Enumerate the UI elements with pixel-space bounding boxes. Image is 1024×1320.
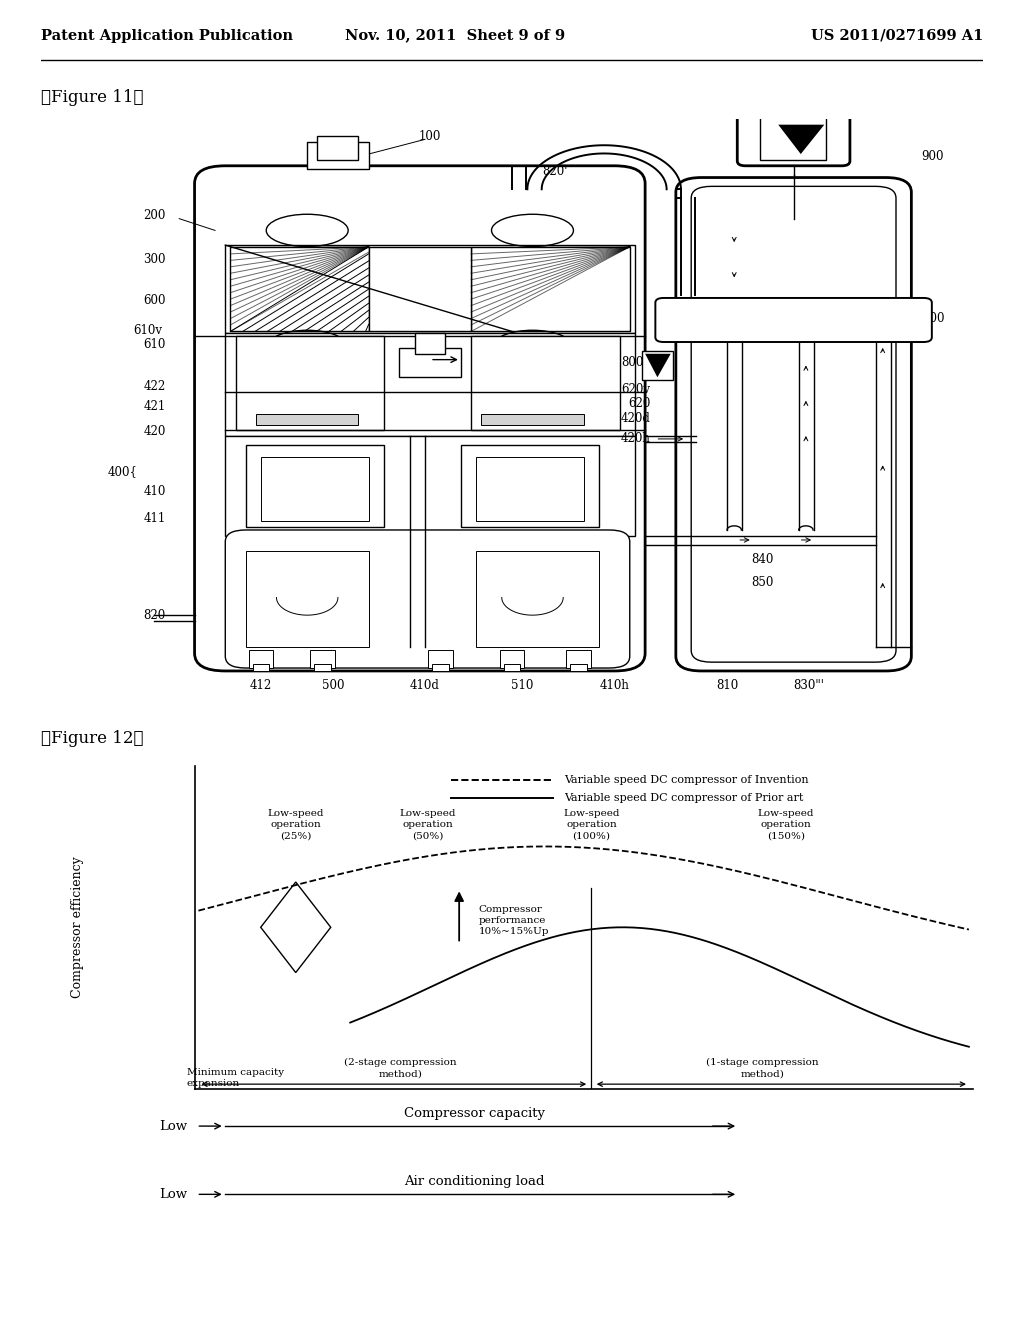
Bar — [246, 445, 384, 527]
Text: 610v: 610v — [133, 323, 162, 337]
Text: Variable speed DC compressor of Invention: Variable speed DC compressor of Inventio… — [564, 775, 809, 785]
Bar — [428, 651, 453, 668]
Text: 410d: 410d — [410, 680, 440, 692]
Text: 100: 100 — [419, 129, 441, 143]
Bar — [504, 664, 520, 671]
Bar — [471, 337, 620, 430]
Bar — [500, 651, 524, 668]
Text: Low: Low — [159, 1188, 187, 1201]
FancyBboxPatch shape — [691, 186, 896, 663]
Text: Low-speed
operation
(25%): Low-speed operation (25%) — [267, 809, 324, 841]
Text: Nov. 10, 2011  Sheet 9 of 9: Nov. 10, 2011 Sheet 9 of 9 — [345, 29, 565, 42]
Text: 850: 850 — [752, 577, 774, 589]
Bar — [760, 116, 826, 160]
Text: 411: 411 — [143, 512, 166, 525]
Text: 620v: 620v — [622, 383, 650, 396]
Bar — [566, 651, 591, 668]
FancyBboxPatch shape — [225, 529, 630, 668]
Text: Variable speed DC compressor of Prior art: Variable speed DC compressor of Prior ar… — [564, 793, 804, 803]
Text: 700: 700 — [922, 312, 944, 325]
Text: 840: 840 — [752, 553, 774, 566]
Text: 830"': 830"' — [794, 680, 824, 692]
Bar — [314, 664, 331, 671]
Text: Compressor
performance
10%~15%Up: Compressor performance 10%~15%Up — [478, 906, 549, 936]
Bar — [225, 333, 635, 436]
Text: 900: 900 — [922, 150, 944, 164]
Bar — [307, 143, 369, 169]
Text: 300: 300 — [143, 253, 166, 267]
Text: Minimum capacity
expansion: Minimum capacity expansion — [186, 1068, 284, 1088]
Text: 422: 422 — [143, 380, 166, 392]
Bar — [310, 651, 335, 668]
FancyBboxPatch shape — [655, 298, 932, 342]
Polygon shape — [778, 124, 824, 154]
Text: 510: 510 — [511, 680, 534, 692]
Bar — [230, 247, 369, 331]
Text: 400{: 400{ — [108, 465, 137, 478]
Polygon shape — [645, 354, 671, 378]
Bar — [225, 246, 635, 333]
Text: US 2011/0271699 A1: US 2011/0271699 A1 — [811, 29, 983, 42]
FancyBboxPatch shape — [676, 177, 911, 671]
Text: 610: 610 — [143, 338, 166, 351]
Text: 800v: 800v — [622, 356, 650, 370]
Text: 620: 620 — [628, 397, 650, 411]
Text: Compressor efficiency: Compressor efficiency — [72, 857, 84, 998]
FancyBboxPatch shape — [195, 166, 645, 671]
Text: 500: 500 — [322, 680, 344, 692]
Bar — [246, 550, 369, 647]
Bar — [432, 664, 449, 671]
Text: 410h: 410h — [599, 680, 630, 692]
Bar — [253, 664, 269, 671]
Text: 600: 600 — [143, 294, 166, 308]
Text: Low-speed
operation
(150%): Low-speed operation (150%) — [758, 809, 814, 841]
Bar — [249, 651, 273, 668]
Text: 420d: 420d — [621, 412, 650, 425]
Bar — [399, 348, 461, 378]
Text: Low-speed
operation
(100%): Low-speed operation (100%) — [563, 809, 620, 841]
Text: (1-stage compression
method): (1-stage compression method) — [707, 1057, 819, 1078]
Text: 820: 820 — [143, 609, 166, 622]
Text: (2-stage compression
method): (2-stage compression method) — [344, 1057, 457, 1078]
Text: 【Figure 12】: 【Figure 12】 — [41, 730, 143, 747]
Text: Low-speed
operation
(50%): Low-speed operation (50%) — [399, 809, 457, 841]
Text: 【Figure 11】: 【Figure 11】 — [41, 90, 143, 106]
Text: Compressor capacity: Compressor capacity — [403, 1106, 545, 1119]
Text: 410: 410 — [143, 486, 166, 498]
Text: Air conditioning load: Air conditioning load — [404, 1175, 545, 1188]
Text: 420h: 420h — [621, 433, 650, 445]
Bar — [369, 247, 471, 331]
Bar — [481, 413, 584, 425]
Text: Low: Low — [159, 1119, 187, 1133]
Text: 412: 412 — [250, 680, 272, 692]
Bar — [415, 333, 445, 354]
Bar — [476, 457, 584, 521]
Bar — [225, 436, 635, 536]
Bar — [236, 337, 384, 430]
Bar — [476, 550, 599, 647]
Text: Patent Application Publication: Patent Application Publication — [41, 29, 293, 42]
Text: 420: 420 — [143, 425, 166, 438]
Bar — [570, 664, 587, 671]
Bar — [317, 136, 358, 160]
Bar — [256, 413, 358, 425]
Text: 820': 820' — [543, 165, 568, 178]
Text: 200: 200 — [143, 210, 166, 222]
Bar — [461, 445, 599, 527]
Bar — [261, 457, 369, 521]
Bar — [471, 247, 630, 331]
Text: 810: 810 — [716, 680, 738, 692]
FancyBboxPatch shape — [737, 104, 850, 166]
Text: 421: 421 — [143, 400, 166, 413]
Bar — [642, 351, 673, 380]
